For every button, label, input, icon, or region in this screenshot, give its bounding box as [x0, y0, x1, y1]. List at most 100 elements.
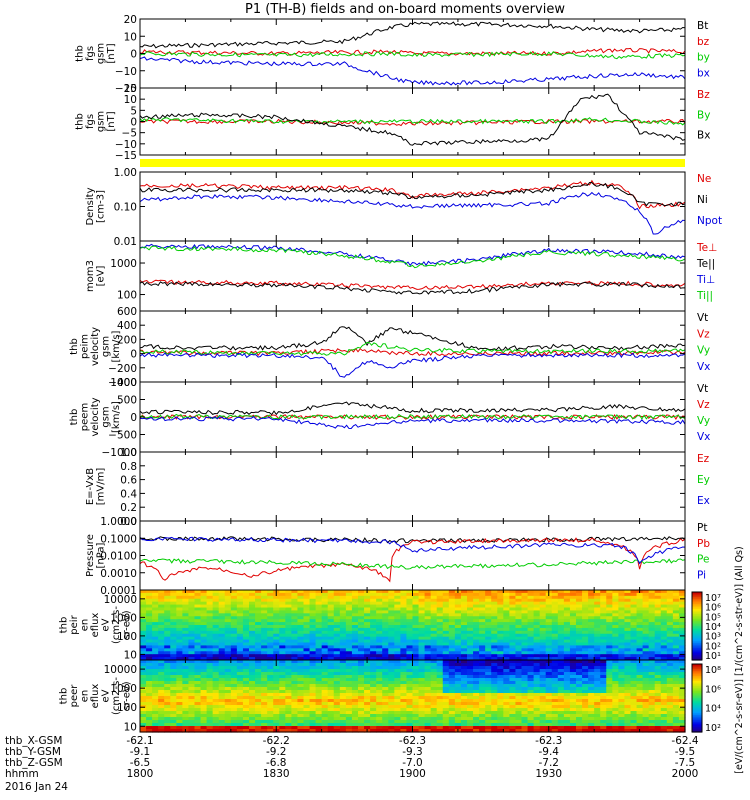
panel-10-cell [297, 696, 305, 700]
panel-9-cell [194, 592, 202, 597]
panel-10-cell [454, 714, 462, 718]
panel-10-cell [242, 666, 250, 670]
panel-9-cell [479, 657, 486, 661]
panel-10-cell [351, 684, 359, 688]
panel-10-cell [176, 669, 183, 673]
panel-9-cell [321, 625, 329, 629]
panel-9-cell [345, 604, 353, 609]
panel-9-cell [539, 639, 547, 644]
panel-9-cell [351, 642, 359, 647]
panel-10-cell [412, 684, 420, 688]
panel-10-cell [436, 705, 444, 709]
panel-10-cell [533, 696, 541, 700]
panel-10-cell [279, 681, 286, 685]
panel-10-cell [454, 675, 462, 679]
panel-10-cell [618, 672, 626, 676]
panel-9-cell [539, 601, 547, 606]
panel-9-cell [339, 654, 347, 658]
panel-9-cell [473, 657, 480, 661]
panel-9-cell [654, 610, 662, 614]
panel-9-cell [545, 616, 553, 620]
panel-9-cell [285, 627, 292, 632]
panel-10-cell [672, 708, 680, 712]
panel-10-cell [152, 666, 159, 670]
panel-9-cell [382, 633, 389, 638]
panel-10-cell [333, 690, 341, 694]
panel-10-cell [515, 723, 523, 727]
panel-9-cell [224, 645, 232, 649]
panel-9-cell [600, 636, 607, 641]
panel-10-cell [321, 726, 329, 730]
panel-10-cell [467, 702, 474, 706]
panel-9-cell [158, 610, 165, 614]
panel-1-ytick-label: −10 [115, 139, 137, 151]
panel-9-cell [539, 633, 547, 638]
panel-9-cell [388, 633, 395, 638]
panel-10-cell [206, 672, 214, 676]
panel-10-cell [358, 666, 365, 670]
panel-9-cell [303, 651, 311, 655]
panel-9-cell [146, 616, 153, 620]
panel-10-cell [321, 681, 329, 685]
panel-10-cell [170, 729, 177, 733]
panel-9-cell [612, 648, 619, 652]
panel-9-cell [485, 601, 492, 606]
panel-10-cell [236, 669, 244, 673]
panel-10-cell [503, 708, 510, 712]
panel-5-ylabel: [km/s] [111, 330, 122, 362]
panel-10-cell [158, 675, 165, 679]
panel-9-cell [224, 590, 232, 594]
panel-10-cell [400, 696, 408, 700]
panel-10-cell [267, 702, 274, 706]
panel-10-cell [424, 678, 432, 682]
panel-9-cell [473, 642, 480, 647]
panel-10-cell [515, 717, 523, 721]
panel-9-cell [188, 648, 196, 652]
panel-9-cell [400, 590, 408, 594]
panel-10-cell [654, 705, 662, 709]
panel-10-cell [412, 699, 420, 703]
panel-9-cell [569, 604, 577, 609]
panel-10-cell [345, 729, 353, 733]
panel-9-cell [158, 636, 165, 641]
panel-10-cell [188, 681, 196, 685]
panel-9-cell [473, 654, 480, 658]
panel-10-cell [503, 702, 510, 706]
panel-9-cell [430, 595, 438, 600]
panel-9-cell [600, 613, 607, 617]
panel-9-cell [509, 613, 517, 617]
panel-10-cell [666, 717, 674, 721]
panel-9-cell [588, 630, 595, 635]
panel-9-cell [642, 645, 650, 649]
panel-10-cell [436, 675, 444, 679]
panel-10-cell [249, 705, 256, 709]
panel-9-cell [249, 619, 256, 623]
panel-10-cell [315, 663, 323, 667]
panel-10-cell [660, 705, 668, 709]
panel-10-cell [218, 675, 226, 679]
panel-10-cell [152, 684, 159, 688]
panel-9-cell [497, 604, 504, 609]
panel-10-cell [176, 672, 183, 676]
panel-10-cell [164, 711, 171, 715]
panel-10-cell [624, 663, 632, 667]
panel-10-cell [242, 729, 250, 733]
panel-9-cell [261, 625, 268, 629]
panel-9-cell [321, 613, 329, 617]
panel-9-cell [224, 657, 232, 661]
panel-9-cell [351, 601, 359, 606]
panel-9-cell [230, 642, 238, 647]
panel-10-cell [672, 705, 680, 709]
panel-10-cell [285, 714, 292, 718]
panel-9-cell [345, 610, 353, 614]
panel-0-series-bz [139, 47, 686, 57]
panel-10-cell [388, 663, 395, 667]
panel-10-cell [152, 705, 159, 709]
panel-9-cell [563, 590, 571, 594]
panel-9-cell [594, 625, 601, 629]
panel-10-cell [315, 711, 323, 715]
panel-10-cell [170, 714, 177, 718]
panel-10-cell [630, 675, 638, 679]
panel-10-cell [672, 672, 680, 676]
panel-10-cell [594, 708, 601, 712]
